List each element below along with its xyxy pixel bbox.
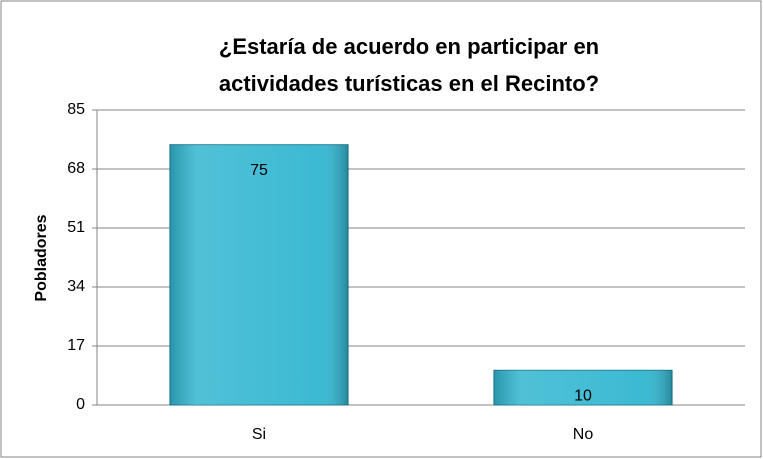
bar-shade bbox=[169, 144, 349, 406]
y-tick-label: 51 bbox=[67, 219, 85, 236]
y-tick-label: 17 bbox=[67, 337, 85, 354]
bar-shade bbox=[493, 370, 673, 405]
y-tick-label: 68 bbox=[67, 160, 85, 177]
y-axis-label: Pobladores bbox=[33, 214, 50, 301]
y-tick-label: 85 bbox=[67, 101, 85, 118]
chart-title: ¿Estaría de acuerdo en participar en act… bbox=[218, 34, 600, 96]
data-label: 10 bbox=[574, 388, 592, 405]
x-tick-label: Si bbox=[252, 426, 266, 443]
y-tick-label: 34 bbox=[67, 278, 85, 295]
data-label: 75 bbox=[250, 162, 268, 179]
y-tick-label: 0 bbox=[76, 396, 85, 413]
x-tick-label: No bbox=[573, 426, 594, 443]
